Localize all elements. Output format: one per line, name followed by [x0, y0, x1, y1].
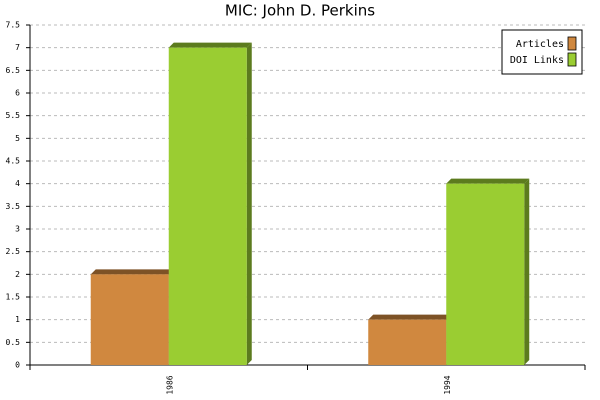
y-tick-label: 4	[15, 179, 20, 188]
legend-swatch	[567, 36, 577, 51]
bar	[168, 47, 247, 366]
y-tick-label: 1	[15, 315, 20, 324]
y-tick-label: 2	[15, 270, 20, 279]
y-tick-label: 2.5	[6, 247, 21, 256]
y-tick-label: 3	[15, 225, 20, 234]
legend-swatch	[567, 52, 577, 67]
y-tick-label: 5.5	[6, 111, 21, 120]
y-tick-label: 4.5	[6, 157, 21, 166]
y-tick-label: 7.5	[6, 21, 21, 30]
legend-box	[501, 29, 583, 75]
y-tick-label: 1.5	[6, 293, 21, 302]
y-tick-label: 0	[15, 361, 20, 370]
bar	[446, 183, 525, 365]
bar	[368, 319, 447, 365]
legend-label: DOI Links	[510, 55, 564, 66]
y-tick-label: 3.5	[6, 202, 21, 211]
y-tick-label: 6.5	[6, 66, 21, 75]
y-tick-label: 5	[15, 134, 20, 143]
bar	[90, 274, 169, 365]
y-tick-label: 7	[15, 43, 20, 52]
x-tick-label: 1994	[443, 375, 452, 394]
y-tick-label: 0.5	[6, 338, 21, 347]
bar-top	[168, 42, 252, 48]
legend-label: Articles	[516, 39, 564, 50]
x-tick-label: 1986	[165, 375, 174, 394]
bar-side	[246, 42, 252, 366]
bar-top	[446, 178, 530, 184]
bar-side	[524, 178, 530, 365]
bar-top	[368, 314, 452, 320]
y-tick-label: 6	[15, 89, 20, 98]
chart-title: MIC: John D. Perkins	[225, 2, 375, 20]
bar-top	[90, 269, 174, 275]
